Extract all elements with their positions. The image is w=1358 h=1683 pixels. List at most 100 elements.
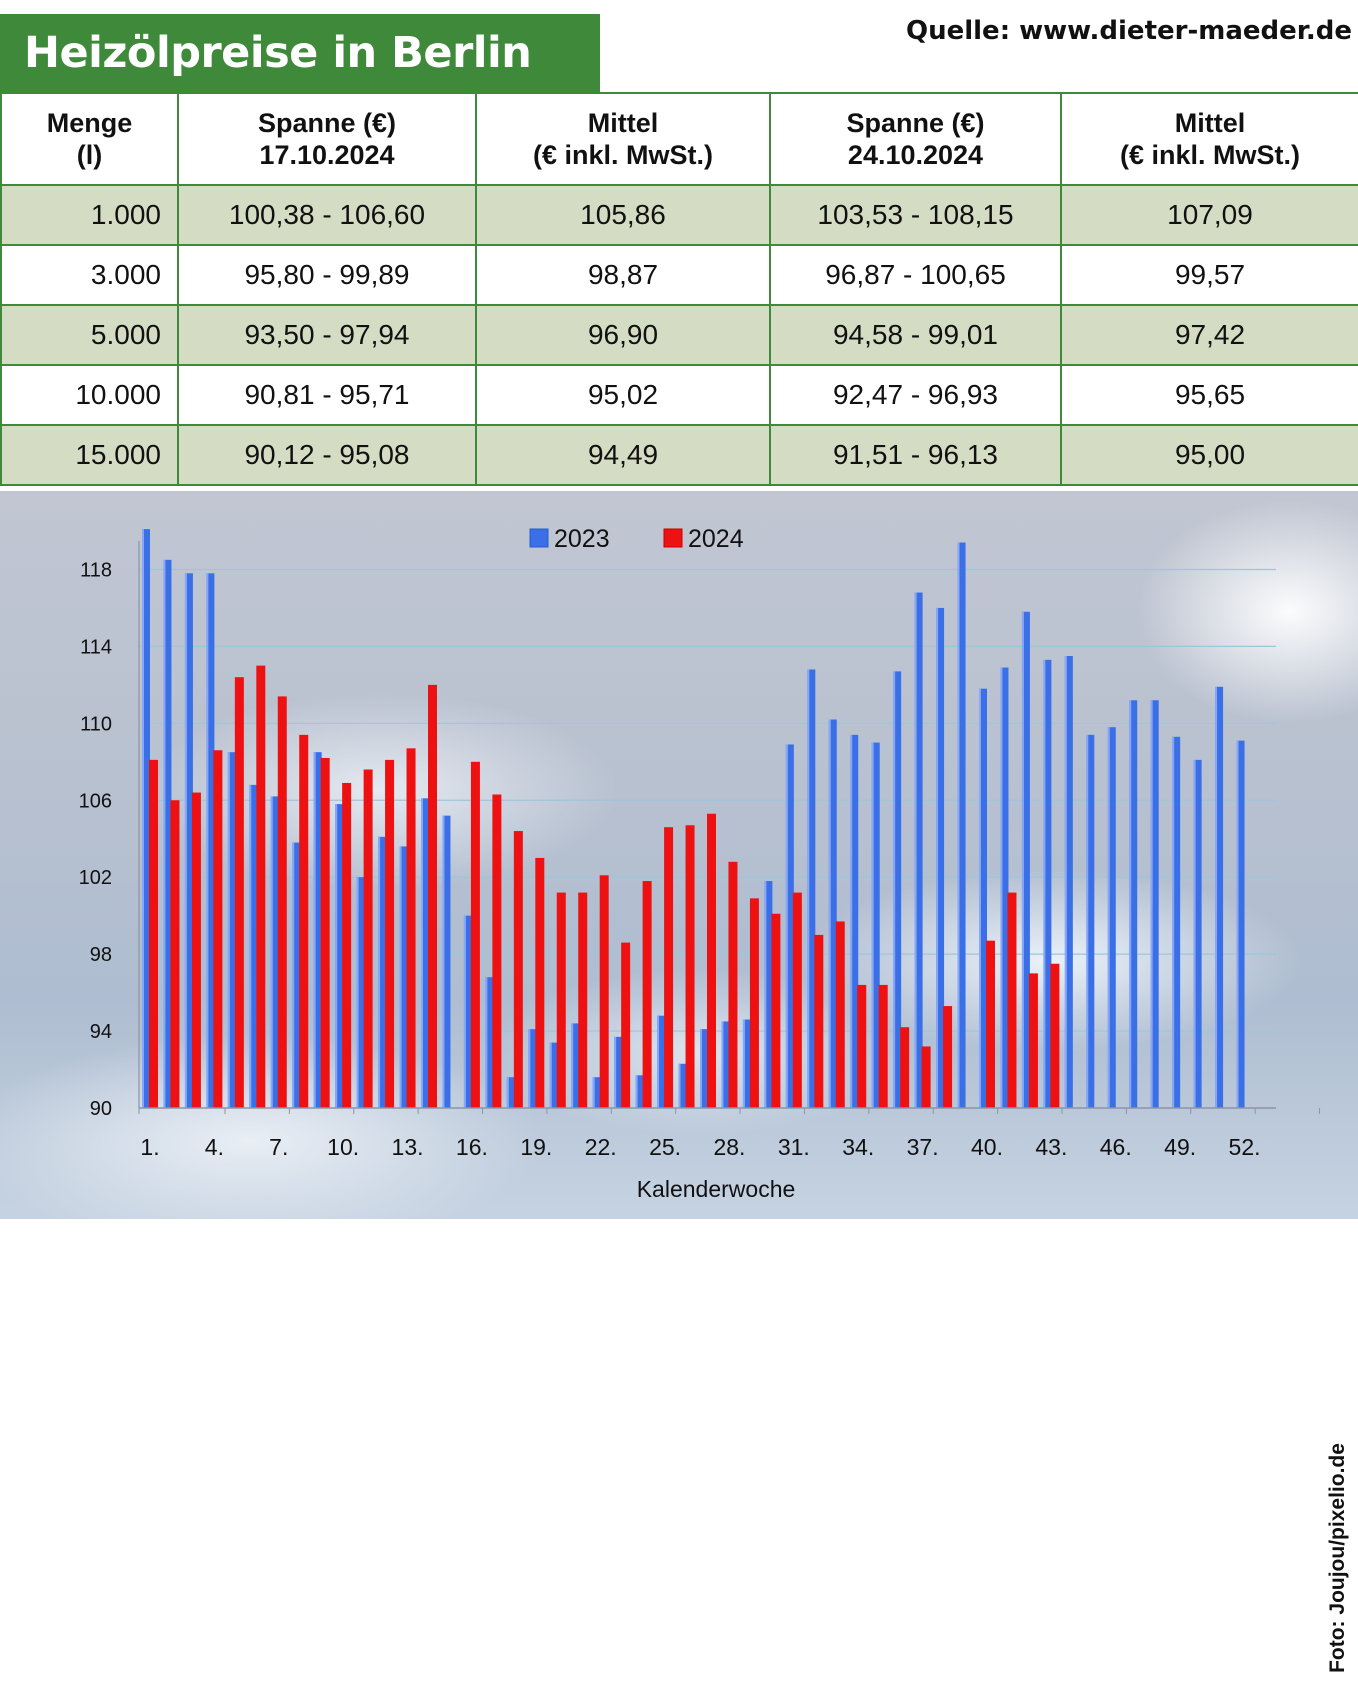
bar-highlight bbox=[850, 734, 853, 1108]
bar-highlight bbox=[421, 798, 423, 1108]
x-tick-label: 4. bbox=[205, 1134, 224, 1160]
y-tick-label: 90 bbox=[90, 1098, 112, 1120]
bar-highlight bbox=[1193, 759, 1196, 1108]
bar-2023-week-44 bbox=[1064, 656, 1073, 1108]
bar-2024-week-43 bbox=[1050, 963, 1060, 1108]
bar-2023-week-20 bbox=[549, 1042, 558, 1108]
cell-quantity: 5.000 bbox=[0, 304, 179, 366]
column-header-quantity: Menge (l) bbox=[0, 92, 179, 186]
bar-highlight bbox=[1129, 700, 1132, 1108]
bar-2023-week-30 bbox=[764, 881, 773, 1108]
bar-2024-week-11 bbox=[363, 769, 373, 1108]
cell-mean-2: 97,42 bbox=[1060, 304, 1358, 366]
bar-2024-week-14 bbox=[428, 684, 437, 1108]
bar-2023-week-34 bbox=[850, 734, 859, 1108]
cell-range-2: 92,47 - 96,93 bbox=[769, 364, 1062, 426]
bar-2024-week-22 bbox=[599, 875, 609, 1108]
bar-highlight bbox=[485, 977, 488, 1108]
bar-2023-week-45 bbox=[1086, 734, 1095, 1108]
bar-2023-week-8 bbox=[292, 842, 301, 1108]
legend-label-2024: 2024 bbox=[688, 525, 744, 553]
bar-2024-week-26 bbox=[685, 825, 695, 1108]
bar-2024-week-1 bbox=[149, 759, 158, 1108]
bar-2023-week-43 bbox=[1043, 659, 1052, 1108]
bar-highlight bbox=[399, 846, 402, 1108]
x-tick-label: 28. bbox=[713, 1134, 745, 1160]
bar-2023-week-33 bbox=[828, 719, 837, 1108]
bar-2024-week-24 bbox=[642, 881, 652, 1108]
bar-2024-week-3 bbox=[191, 792, 201, 1108]
x-tick-label: 46. bbox=[1100, 1134, 1132, 1160]
bar-highlight bbox=[227, 752, 230, 1108]
bar-highlight bbox=[1086, 734, 1089, 1108]
bar-chart: 90 94 98 102 106 110 114 118 1. 4. 7. 10. 13. 16. 19. 2… bbox=[79, 525, 1321, 1202]
bar-2023-week-23 bbox=[614, 1036, 623, 1108]
bar-2024-week-36 bbox=[900, 1027, 910, 1108]
table-header-row: Menge (l) Spanne (€) 17.10.2024 Mittel (€ i… bbox=[0, 92, 1358, 186]
bar-2024-week-33 bbox=[835, 921, 845, 1108]
x-tick-label: 25. bbox=[649, 1134, 681, 1160]
bar-2023-week-24 bbox=[635, 1075, 644, 1108]
x-tick-label: 52. bbox=[1229, 1134, 1261, 1160]
cell-mean-2: 107,09 bbox=[1060, 184, 1358, 246]
bar-2023-week-38 bbox=[936, 607, 945, 1108]
bar-2023-week-3 bbox=[184, 573, 193, 1108]
legend-label-2023: 2023 bbox=[554, 525, 610, 553]
bar-2024-week-38 bbox=[943, 1006, 953, 1108]
x-axis-label: Kalenderwoche bbox=[637, 1176, 796, 1202]
cell-mean-1: 98,87 bbox=[475, 244, 771, 306]
bar-2024-week-10 bbox=[342, 782, 352, 1108]
bar-2023-week-36 bbox=[893, 671, 902, 1108]
cell-quantity: 3.000 bbox=[0, 244, 179, 306]
bar-highlight bbox=[1172, 736, 1175, 1108]
bar-2024-week-32 bbox=[814, 934, 824, 1108]
y-tick-label: 118 bbox=[80, 559, 112, 581]
bar-2024-week-21 bbox=[578, 892, 588, 1108]
cell-range-2: 96,87 - 100,65 bbox=[769, 244, 1062, 306]
cell-quantity: 15.000 bbox=[0, 424, 179, 486]
bar-2023-week-51 bbox=[1215, 686, 1224, 1108]
table-row: 3.000 95,80 - 99,89 98,87 96,87 - 100,65… bbox=[0, 244, 1358, 306]
bar-highlight bbox=[142, 529, 144, 1108]
bar-2024-week-17 bbox=[492, 794, 502, 1108]
bar-highlight bbox=[356, 877, 359, 1108]
bar-2023-week-46 bbox=[1107, 727, 1116, 1108]
bar-2024-week-41 bbox=[1007, 892, 1017, 1108]
bar-highlight bbox=[1043, 659, 1046, 1108]
y-tick-label: 102 bbox=[79, 867, 112, 889]
bar-2024-week-23 bbox=[621, 942, 631, 1108]
cell-quantity: 10.000 bbox=[0, 364, 179, 426]
bar-highlight bbox=[807, 669, 810, 1108]
bar-highlight bbox=[1150, 700, 1153, 1108]
bar-2023-week-10 bbox=[335, 804, 344, 1108]
bar-2023-week-13 bbox=[399, 846, 408, 1108]
bar-highlight bbox=[549, 1042, 552, 1108]
bar-2023-week-31 bbox=[785, 744, 794, 1108]
bar-highlight bbox=[463, 915, 466, 1108]
bar-2023-week-25 bbox=[657, 1015, 666, 1108]
bar-2023-week-27 bbox=[700, 1029, 708, 1108]
bar-2023-week-21 bbox=[571, 1023, 580, 1108]
bar-highlight bbox=[700, 1029, 702, 1108]
bar-2024-week-34 bbox=[857, 984, 867, 1108]
bar-2024-week-31 bbox=[792, 892, 802, 1108]
bar-highlight bbox=[635, 1075, 638, 1108]
cell-range-1: 95,80 - 99,89 bbox=[177, 244, 477, 306]
bar-2024-week-40 bbox=[986, 940, 995, 1108]
x-tick-label: 19. bbox=[520, 1134, 552, 1160]
page-title: Heizölpreise in Berlin bbox=[24, 28, 532, 78]
bar-2024-week-30 bbox=[771, 913, 781, 1108]
bar-2023-week-29 bbox=[742, 1019, 751, 1108]
column-header-mean-1: Mittel (€ inkl. MwSt.) bbox=[475, 92, 771, 186]
bar-2024-week-19 bbox=[535, 857, 545, 1108]
bar-2024-week-20 bbox=[556, 892, 566, 1108]
bar-2023-week-32 bbox=[807, 669, 816, 1108]
x-tick-label: 37. bbox=[907, 1134, 939, 1160]
bar-2023-week-14 bbox=[421, 798, 429, 1108]
bar-highlight bbox=[657, 1015, 660, 1108]
bar-2024-week-29 bbox=[749, 898, 759, 1108]
bar-highlight bbox=[871, 742, 874, 1108]
table-row: 15.000 90,12 - 95,08 94,49 91,51 - 96,13… bbox=[0, 424, 1358, 486]
title-banner: Heizölpreise in Berlin bbox=[0, 14, 600, 92]
bar-2023-week-42 bbox=[1021, 611, 1030, 1108]
